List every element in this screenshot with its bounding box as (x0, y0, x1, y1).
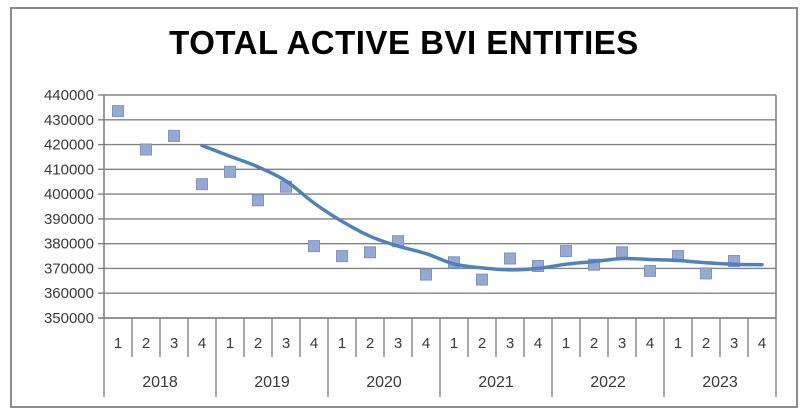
scatter-point (420, 268, 432, 281)
chart-frame (10, 7, 798, 408)
y-axis-tick-label: 430000 (44, 112, 94, 129)
scatter-point (196, 178, 208, 191)
x-axis-quarter-label: 4 (534, 335, 542, 352)
scatter-point (364, 246, 376, 259)
y-axis-tick-label: 350000 (44, 310, 94, 327)
scatter-point (140, 143, 152, 156)
scatter-point (560, 245, 572, 258)
chart-title: TOTAL ACTIVE BVI ENTITIES (169, 24, 639, 61)
y-axis-tick-label: 410000 (44, 161, 94, 178)
x-axis-quarter-label: 1 (338, 335, 346, 352)
x-axis-quarter-label: 4 (422, 335, 430, 352)
x-axis-quarter-label: 3 (282, 335, 290, 352)
scatter-point (504, 252, 516, 265)
scatter-point (112, 105, 124, 118)
scatter-point (616, 246, 628, 259)
y-axis-tick-label: 390000 (44, 211, 94, 228)
scatter-point (308, 240, 320, 253)
trend-line (200, 143, 764, 272)
x-axis-year-label: 2018 (142, 374, 178, 391)
x-axis-year-label: 2021 (478, 374, 514, 391)
y-axis-tick-label: 360000 (44, 285, 94, 302)
x-axis-quarter-label: 3 (618, 335, 626, 352)
x-axis-year-label: 2020 (366, 374, 402, 391)
x-axis-year-label: 2023 (702, 374, 738, 391)
x-axis-quarter-label: 2 (366, 335, 374, 352)
scatter-point (224, 165, 236, 178)
x-axis-quarter-label: 3 (394, 335, 402, 352)
x-axis-quarter-label: 3 (506, 335, 514, 352)
x-axis-quarter-label: 1 (226, 335, 234, 352)
scatter-point (644, 264, 656, 277)
y-axis-tick-label: 400000 (44, 186, 94, 203)
scatter-point (700, 267, 712, 280)
x-axis-quarter-label: 1 (674, 335, 682, 352)
x-axis-quarter-label: 2 (590, 335, 598, 352)
x-axis-quarter-label: 2 (254, 335, 262, 352)
x-axis-quarter-label: 4 (646, 335, 654, 352)
scatter-point (476, 273, 488, 286)
y-axis-tick-label: 420000 (44, 137, 94, 154)
x-axis-quarter-label: 3 (170, 335, 178, 352)
x-axis-quarter-label: 2 (478, 335, 486, 352)
scatter-point (728, 255, 740, 267)
y-axis-tick-label: 440000 (44, 87, 94, 104)
scatter-point (588, 258, 600, 271)
x-axis-quarter-label: 1 (114, 335, 122, 352)
x-axis-quarter-label: 4 (758, 335, 766, 352)
x-axis-year-label: 2022 (590, 374, 626, 391)
y-axis-tick-label: 380000 (44, 236, 94, 253)
x-axis-quarter-label: 1 (450, 335, 458, 352)
x-axis-quarter-label: 4 (310, 335, 318, 352)
x-axis-quarter-label: 3 (730, 335, 738, 352)
scatter-point (252, 194, 264, 207)
scatter-point (168, 129, 180, 142)
x-axis-quarter-label: 1 (562, 335, 570, 352)
scatter-point (336, 250, 348, 263)
x-axis-quarter-label: 4 (198, 335, 206, 352)
x-axis-year-label: 2019 (254, 374, 290, 391)
x-axis-quarter-label: 2 (702, 335, 710, 352)
x-axis-quarter-label: 2 (142, 335, 150, 352)
y-axis-tick-label: 370000 (44, 260, 94, 277)
